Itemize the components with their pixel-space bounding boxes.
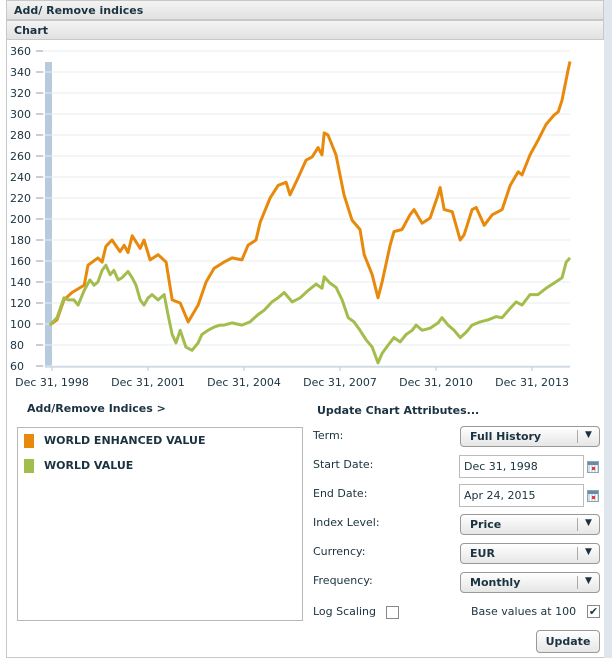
y-tick-label: 340 bbox=[10, 66, 31, 79]
y-tick-label: 300 bbox=[10, 108, 31, 121]
scrollbar[interactable] bbox=[604, 0, 612, 658]
x-tick-label: Dec 31, 2007 bbox=[303, 376, 377, 389]
frequency-select[interactable]: Monthly ▼ bbox=[460, 572, 600, 593]
legend-label: WORLD VALUE bbox=[44, 459, 134, 472]
start-date-input[interactable]: Dec 31, 1998 bbox=[459, 455, 584, 478]
end-date-input[interactable]: Apr 24, 2015 bbox=[459, 484, 584, 507]
term-value: Full History bbox=[470, 430, 542, 443]
log-scaling-label: Log Scaling bbox=[313, 605, 376, 618]
chevron-down-icon: ▼ bbox=[577, 518, 599, 531]
legend: WORLD ENHANCED VALUE WORLD VALUE bbox=[17, 427, 303, 621]
y-tick-label: 260 bbox=[10, 150, 31, 163]
base-values-label: Base values at 100 bbox=[471, 605, 577, 618]
currency-value: EUR bbox=[470, 547, 495, 560]
y-tick-label: 120 bbox=[10, 297, 31, 310]
end-date-label: End Date: bbox=[313, 487, 368, 500]
legend-item-world-value[interactable]: WORLD VALUE bbox=[24, 459, 133, 473]
color-swatch bbox=[24, 459, 34, 473]
log-scaling-checkbox[interactable] bbox=[386, 606, 399, 619]
y-tick-label: 200 bbox=[10, 213, 31, 226]
currency-label: Currency: bbox=[313, 545, 366, 558]
y-tick-label: 60 bbox=[10, 360, 24, 373]
y-tick-label: 360 bbox=[10, 45, 31, 58]
add-remove-indices-link[interactable]: Add/Remove Indices > bbox=[27, 402, 166, 415]
frequency-value: Monthly bbox=[470, 576, 521, 589]
start-date-label: Start Date: bbox=[313, 458, 374, 471]
y-tick-label: 80 bbox=[10, 339, 24, 352]
base-values-checkbox[interactable]: ✔ bbox=[587, 605, 600, 618]
series-line-world-value bbox=[48, 256, 572, 365]
chevron-down-icon: ▼ bbox=[577, 576, 599, 589]
y-tick-label: 320 bbox=[10, 87, 31, 100]
y-tick-label: 220 bbox=[10, 192, 31, 205]
index-level-select[interactable]: Price ▼ bbox=[460, 514, 600, 535]
y-tick-label: 160 bbox=[10, 255, 31, 268]
navigator-strip[interactable] bbox=[45, 62, 52, 367]
legend-item-world-enhanced-value[interactable]: WORLD ENHANCED VALUE bbox=[24, 434, 205, 448]
term-label: Term: bbox=[313, 429, 344, 442]
y-tick-label: 240 bbox=[10, 171, 31, 184]
form-heading: Update Chart Attributes... bbox=[317, 404, 480, 417]
chevron-down-icon: ▼ bbox=[577, 547, 599, 560]
frequency-label: Frequency: bbox=[313, 574, 373, 587]
legend-label: WORLD ENHANCED VALUE bbox=[44, 434, 206, 447]
y-tick-label: 100 bbox=[10, 318, 31, 331]
color-swatch bbox=[24, 434, 34, 448]
index-level-label: Index Level: bbox=[313, 516, 380, 529]
line-chart: 60 80 100 120 140 160 180 200 220 240 260 280 300 320… bbox=[10, 45, 572, 389]
x-tick-label: Dec 31, 2001 bbox=[111, 376, 185, 389]
series-line-world-enhanced-value bbox=[49, 61, 572, 327]
y-tick-label: 140 bbox=[10, 276, 31, 289]
y-tick-label: 180 bbox=[10, 234, 31, 247]
calendar-icon[interactable] bbox=[587, 461, 599, 473]
y-tick-label: 280 bbox=[10, 129, 31, 142]
calendar-icon[interactable] bbox=[587, 490, 599, 502]
update-button[interactable]: Update bbox=[536, 630, 600, 653]
index-level-value: Price bbox=[470, 518, 502, 531]
add-remove-indices-header[interactable]: Add/ Remove indices bbox=[6, 0, 604, 20]
x-tick-label: Dec 31, 2013 bbox=[495, 376, 569, 389]
chevron-down-icon: ▼ bbox=[577, 430, 599, 443]
currency-select[interactable]: EUR ▼ bbox=[460, 543, 600, 564]
chart-header[interactable]: Chart bbox=[6, 20, 604, 40]
term-select[interactable]: Full History ▼ bbox=[460, 426, 600, 447]
x-tick-label: Dec 31, 1998 bbox=[15, 376, 89, 389]
x-tick-label: Dec 31, 2010 bbox=[399, 376, 473, 389]
x-tick-label: Dec 31, 2004 bbox=[207, 376, 281, 389]
